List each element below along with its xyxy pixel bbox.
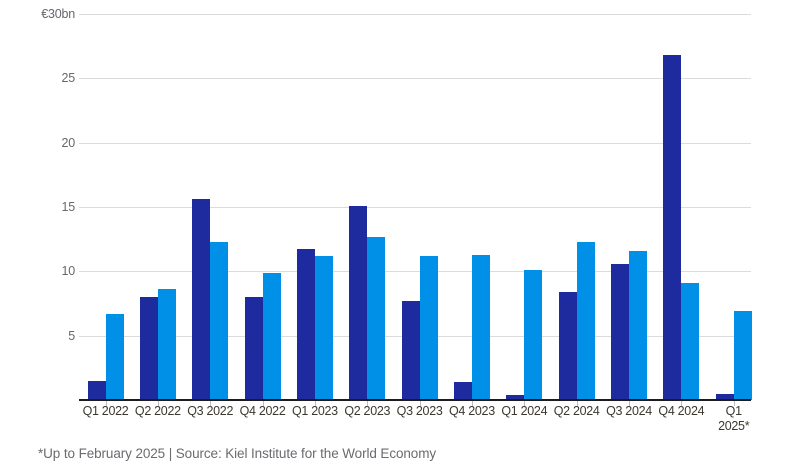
plot-area <box>79 14 752 400</box>
light-blue-series-bar <box>733 311 752 400</box>
x-axis-tick-label: Q4 2022 <box>239 404 286 418</box>
x-axis-tick-label: Q2 2024 <box>553 404 600 418</box>
dark-blue-series-bar <box>296 249 315 400</box>
light-blue-series-bar <box>210 242 229 400</box>
light-blue-series-bar <box>367 237 386 400</box>
y-axis-tick-label: 5 <box>68 328 75 343</box>
light-blue-series-bar <box>576 242 595 400</box>
x-axis-tick-label: Q1 2022 <box>82 404 129 418</box>
x-axis-tick-label: Q3 2024 <box>606 404 652 418</box>
x-axis-tick <box>576 401 578 406</box>
x-axis-tick-label: Q4 2024 <box>658 404 705 418</box>
dark-blue-series-bar <box>192 199 211 400</box>
x-axis-tick <box>262 401 264 406</box>
x-axis-tick <box>157 401 159 406</box>
x-axis-tick-label: Q4 2023 <box>449 404 495 418</box>
dark-blue-series-bar <box>244 297 263 400</box>
dark-blue-series-bar <box>139 297 158 400</box>
light-blue-series-bar <box>314 256 333 400</box>
dark-blue-series-bar <box>558 292 577 400</box>
x-axis-tick <box>419 401 421 406</box>
light-blue-series-bar <box>524 270 543 400</box>
light-blue-series-bar <box>681 283 700 400</box>
gridline <box>79 78 751 80</box>
x-axis-tick-label: Q1 2024 <box>501 404 548 418</box>
x-axis-tick <box>471 401 473 406</box>
light-blue-series-bar <box>105 314 124 400</box>
x-axis-tick <box>210 401 212 406</box>
light-blue-series-bar <box>262 273 281 400</box>
x-axis-tick <box>681 401 683 406</box>
y-axis-tick-label: 20 <box>61 135 75 150</box>
gridline <box>79 207 751 208</box>
dark-blue-series-bar <box>715 394 734 400</box>
y-axis-tick-label: 25 <box>61 71 75 86</box>
dark-blue-series-bar <box>453 382 472 400</box>
x-axis-tick <box>314 401 316 406</box>
light-blue-series-bar <box>629 251 647 400</box>
dark-blue-series-bar <box>506 395 525 400</box>
light-blue-series-bar <box>471 255 490 400</box>
x-axis-tick-label: Q3 2022 <box>187 404 234 418</box>
x-axis-tick-label: Q2 2023 <box>344 404 391 418</box>
y-axis-tick-label: 10 <box>61 264 75 279</box>
x-axis-line <box>79 399 751 401</box>
x-axis-tick <box>629 401 630 406</box>
x-axis-tick-label: Q1 2023 <box>291 404 338 418</box>
y-axis-tick-label: €30bn <box>41 7 75 21</box>
dark-blue-series-bar <box>663 55 682 400</box>
gridline <box>79 271 751 273</box>
gridline <box>79 142 751 144</box>
dark-blue-series-bar <box>87 381 106 400</box>
dark-blue-series-bar <box>401 301 420 400</box>
y-axis-tick-label: 15 <box>61 200 75 214</box>
source-note: *Up to February 2025 | Source: Kiel Inst… <box>38 446 437 461</box>
x-axis-tick-label: Q1 2025* <box>718 404 750 433</box>
x-axis-tick-label: Q2 2022 <box>134 404 181 418</box>
x-axis-tick <box>367 401 369 406</box>
x-axis-tick <box>733 401 735 406</box>
light-blue-series-bar <box>157 289 176 400</box>
x-axis-tick <box>524 401 526 406</box>
x-axis-tick-label: Q3 2023 <box>396 404 443 418</box>
x-axis-tick <box>105 401 107 406</box>
light-blue-series-bar <box>419 256 438 400</box>
gridline <box>79 14 751 15</box>
dark-blue-series-bar <box>611 264 629 400</box>
dark-blue-series-bar <box>349 206 368 400</box>
